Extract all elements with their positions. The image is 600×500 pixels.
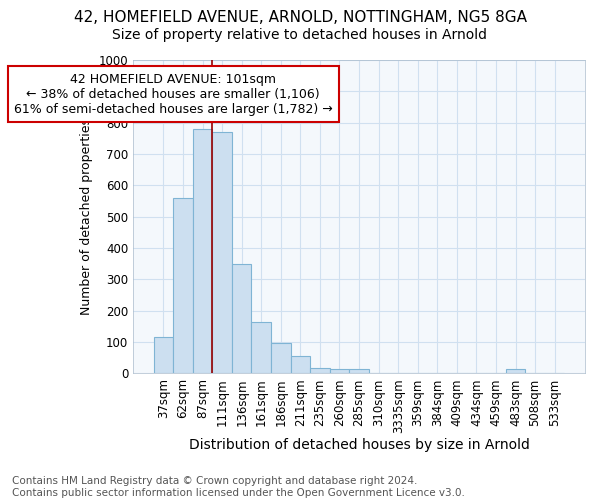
Bar (193, 129, 212, 374)
Bar (154, 338, 173, 374)
Bar (349, 369, 369, 374)
Bar (330, 369, 349, 374)
Bar (173, 198, 193, 374)
Y-axis label: Number of detached properties: Number of detached properties (80, 118, 93, 315)
Bar (212, 132, 232, 374)
Bar (310, 368, 330, 374)
Bar (271, 342, 290, 374)
Bar (290, 356, 310, 374)
Bar (232, 264, 251, 374)
X-axis label: Distribution of detached houses by size in Arnold: Distribution of detached houses by size … (188, 438, 529, 452)
Text: 42 HOMEFIELD AVENUE: 101sqm
← 38% of detached houses are smaller (1,106)
61% of : 42 HOMEFIELD AVENUE: 101sqm ← 38% of det… (14, 72, 332, 116)
Bar (506, 369, 526, 374)
Text: Size of property relative to detached houses in Arnold: Size of property relative to detached ho… (113, 28, 487, 42)
Text: Contains HM Land Registry data © Crown copyright and database right 2024.
Contai: Contains HM Land Registry data © Crown c… (12, 476, 465, 498)
Text: 42, HOMEFIELD AVENUE, ARNOLD, NOTTINGHAM, NG5 8GA: 42, HOMEFIELD AVENUE, ARNOLD, NOTTINGHAM… (74, 10, 527, 25)
Bar (251, 322, 271, 374)
